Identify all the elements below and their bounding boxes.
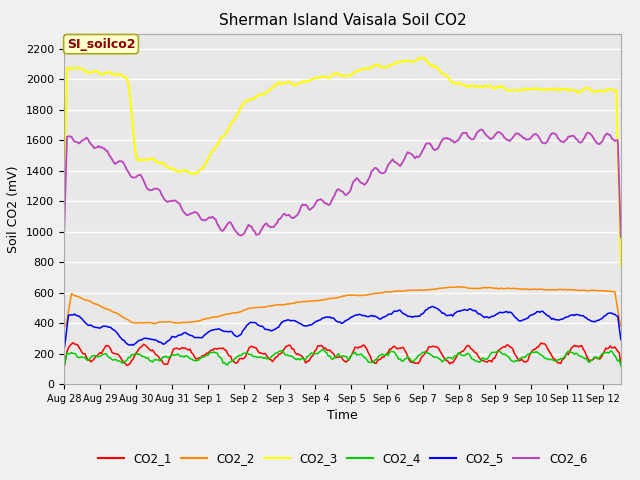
CO2_6 [468,136,476,142]
CO2_6 [131,175,138,180]
CO2_2 [617,323,625,329]
CO2_1 [617,360,625,366]
CO2_5 [617,336,625,342]
CO2_2 [131,320,138,326]
CO2_4 [152,357,159,362]
CO2_1 [346,356,353,362]
CO2_3 [131,141,138,147]
CO2_2 [60,323,68,329]
CO2_4 [470,357,477,362]
Legend: CO2_1, CO2_2, CO2_3, CO2_4, CO2_5, CO2_6: CO2_1, CO2_2, CO2_3, CO2_4, CO2_5, CO2_6 [93,448,592,470]
Line: CO2_6: CO2_6 [64,130,621,237]
Y-axis label: Soil CO2 (mV): Soil CO2 (mV) [8,165,20,252]
CO2_3 [617,263,625,269]
CO2_2 [248,305,255,311]
CO2_1 [249,344,257,350]
CO2_1 [132,350,140,356]
CO2_4 [346,357,353,363]
CO2_5 [344,317,351,323]
CO2_6 [248,224,255,229]
CO2_6 [152,186,159,192]
CO2_1 [60,365,68,371]
CO2_4 [131,351,138,357]
CO2_4 [60,365,68,371]
CO2_5 [60,348,68,354]
Text: SI_soilco2: SI_soilco2 [67,37,135,50]
Line: CO2_5: CO2_5 [64,307,621,351]
CO2_5 [429,304,437,310]
CO2_1 [69,340,77,346]
Line: CO2_3: CO2_3 [64,58,621,266]
CO2_3 [152,158,159,164]
Line: CO2_1: CO2_1 [64,343,621,368]
CO2_5 [248,320,255,325]
CO2_5 [152,337,159,343]
CO2_2 [152,321,159,326]
CO2_3 [470,84,477,89]
Title: Sherman Island Vaisala Soil CO2: Sherman Island Vaisala Soil CO2 [219,13,466,28]
CO2_2 [470,286,477,291]
CO2_3 [344,73,351,79]
CO2_1 [607,343,614,349]
CO2_4 [617,363,625,369]
CO2_4 [248,351,255,357]
CO2_6 [60,234,68,240]
CO2_2 [607,288,614,294]
Line: CO2_2: CO2_2 [64,287,621,326]
CO2_5 [131,341,138,347]
CO2_5 [607,310,614,316]
CO2_1 [153,352,161,358]
CO2_3 [416,55,424,60]
CO2_3 [607,86,614,92]
Line: CO2_4: CO2_4 [64,349,621,368]
X-axis label: Time: Time [327,409,358,422]
CO2_6 [617,234,625,240]
CO2_2 [453,284,461,289]
CO2_4 [607,348,614,354]
CO2_1 [470,348,477,354]
CO2_6 [344,191,351,196]
CO2_5 [470,308,477,314]
CO2_2 [344,292,351,298]
CO2_4 [320,347,328,352]
CO2_6 [477,127,485,132]
CO2_6 [607,132,614,138]
CO2_3 [60,191,68,197]
CO2_3 [248,96,255,102]
